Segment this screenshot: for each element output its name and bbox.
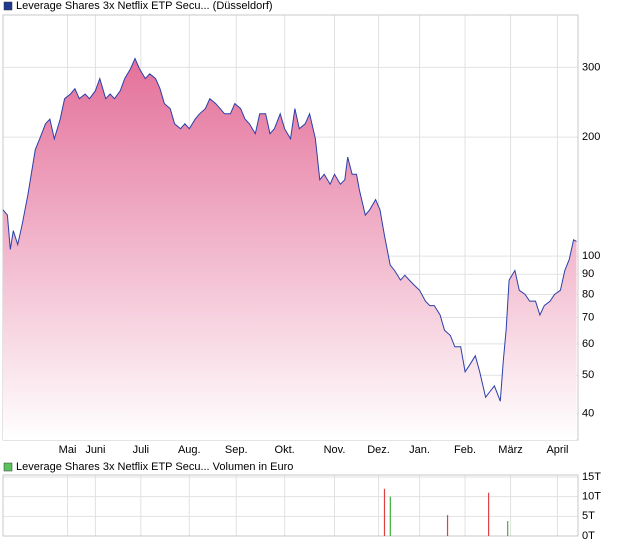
legend-swatch	[3, 1, 13, 11]
x-tick-label: Feb.	[454, 444, 476, 456]
price-line	[2, 57, 577, 402]
y-tick-label: 80	[582, 288, 594, 300]
y-tick-label: 60	[582, 338, 594, 350]
y-tick-label: 90	[582, 268, 594, 280]
volume-bar	[389, 496, 391, 536]
x-tick-label: Juli	[133, 444, 150, 456]
x-tick-label: Sep.	[225, 444, 248, 456]
x-tick-label: April	[546, 444, 568, 456]
y-tick-label: 200	[582, 131, 600, 143]
volume-bar	[488, 492, 490, 536]
x-tick-label: Juni	[85, 444, 105, 456]
y-tick-label: 70	[582, 311, 594, 323]
y-tick-label: 5T	[582, 510, 595, 522]
volume-bar	[383, 488, 386, 536]
y-tick-label: 300	[582, 61, 600, 73]
x-tick-label: Nov.	[324, 444, 346, 456]
x-tick-label: März	[498, 444, 522, 456]
legend-label: Leverage Shares 3x Netflix ETP Secu... (…	[16, 0, 273, 12]
area-fill	[3, 58, 577, 440]
volume-bar	[446, 515, 449, 536]
x-tick-label: Jan.	[409, 444, 430, 456]
volume-bar	[507, 521, 509, 536]
y-tick-label: 15T	[582, 471, 601, 483]
legend-label: Leverage Shares 3x Netflix ETP Secu... V…	[16, 461, 293, 473]
x-tick-label: Dez.	[367, 444, 390, 456]
x-tick-label: Okt.	[275, 444, 295, 456]
x-tick-label: Mai	[59, 444, 77, 456]
y-tick-label: 0T	[582, 530, 595, 542]
x-tick-label: Aug.	[178, 444, 201, 456]
y-tick-label: 40	[582, 407, 594, 419]
y-tick-label: 10T	[582, 491, 601, 503]
plot-frame	[2, 474, 579, 537]
y-tick-label: 50	[582, 369, 594, 381]
legend-swatch	[3, 462, 13, 472]
y-tick-label: 100	[582, 250, 600, 262]
